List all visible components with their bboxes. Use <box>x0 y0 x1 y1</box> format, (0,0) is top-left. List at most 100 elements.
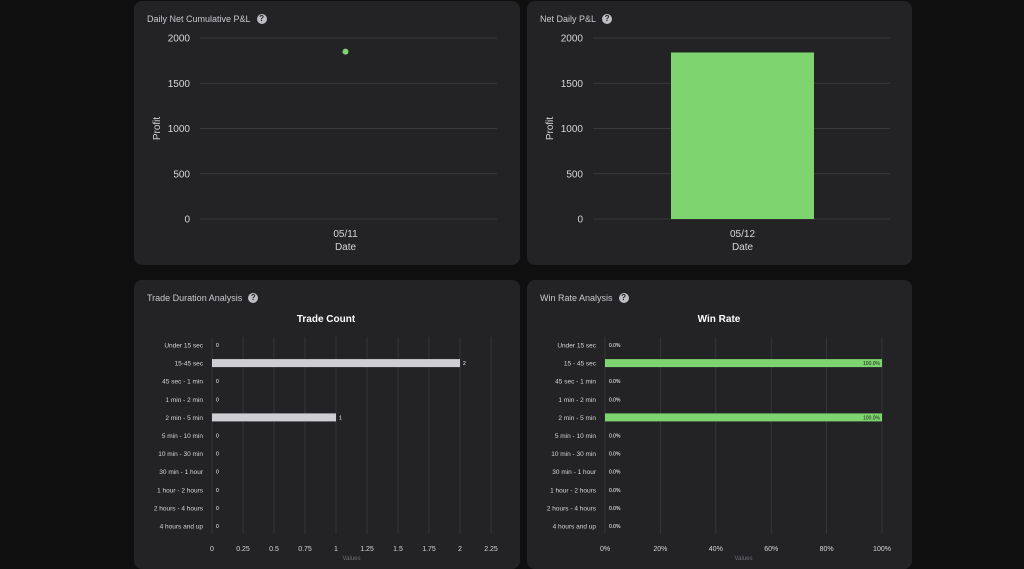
net-daily-pnl-panel: Net Daily P&L ? 0 500 1000 1500 2000 05/12 Dat… <box>527 1 912 265</box>
x-axis-label: Date <box>335 242 357 253</box>
data-label: 2 <box>463 361 466 367</box>
data-label: 0.0% <box>609 452 621 458</box>
y-tick-label: 10 min - 30 min <box>158 451 203 458</box>
data-label: 0 <box>216 434 219 440</box>
y-tick-label: 2 min - 5 min <box>558 415 596 422</box>
net-daily-pnl-title: Net Daily P&L <box>540 14 597 24</box>
data-label: 0.0% <box>609 397 621 403</box>
y-tick-label: 1 min - 2 min <box>165 397 203 404</box>
y-tick-label: 15 - 45 sec <box>564 361 597 368</box>
help-icon[interactable]: ? <box>602 14 613 24</box>
x-tick-label: 0.75 <box>298 546 312 553</box>
help-icon[interactable]: ? <box>618 293 629 303</box>
bar <box>605 413 882 422</box>
x-tick-label: 2.25 <box>484 546 498 553</box>
data-label: 1 <box>339 415 342 421</box>
y-tick-label: 4 hours and up <box>160 524 204 531</box>
data-label: 0 <box>216 470 219 476</box>
y-tick-label: 4 hours and up <box>553 524 597 531</box>
cumulative-pnl-panel: Daily Net Cumulative P&L ? 0 500 1000 1500 2… <box>134 1 520 265</box>
y-tick-label: 1 min - 2 min <box>558 397 596 404</box>
y-tick-label: 45 sec - 1 min <box>162 379 203 386</box>
data-label: 0.0% <box>609 434 621 440</box>
y-tick-label: 2 hours - 4 hours <box>547 505 597 512</box>
data-label: 0.0% <box>609 506 621 512</box>
data-label: 0 <box>216 343 219 349</box>
bar <box>671 52 814 220</box>
x-tick-label: 80% <box>820 546 834 553</box>
y-tick-label: 500 <box>173 169 190 180</box>
x-tick-label: 20% <box>653 546 667 553</box>
data-label: 0.0% <box>609 379 621 385</box>
data-label: 0 <box>216 524 219 530</box>
data-label: 0 <box>216 397 219 403</box>
y-tick-label: 2000 <box>168 34 191 45</box>
x-tick-label: 40% <box>709 546 723 553</box>
y-tick-label: 1500 <box>168 79 191 90</box>
data-label: 0.0% <box>609 488 621 494</box>
trade-count-chart: 0 0.25 0.5 0.75 1 1.25 1.5 1.75 2 2.25 Values Trade… <box>154 314 498 562</box>
y-tick-label: 45 sec - 1 min <box>555 379 596 386</box>
y-tick-label: 2000 <box>561 34 584 45</box>
data-point <box>342 48 349 55</box>
y-tick-label: 500 <box>566 169 583 180</box>
y-tick-label: Under 15 sec <box>557 343 596 350</box>
y-tick-label: 5 min - 10 min <box>555 433 597 440</box>
chart-title: Trade Count <box>297 314 356 325</box>
x-axis-label: Date <box>732 242 754 253</box>
x-tick-label: 05/11 <box>333 229 358 240</box>
data-label: 0.0% <box>609 470 621 476</box>
bar <box>605 359 882 368</box>
x-axis-label: Values <box>735 556 753 562</box>
y-tick-label: 0 <box>184 215 190 226</box>
y-axis-label: Profit <box>545 117 556 141</box>
net-daily-pnl-chart: 0 500 1000 1500 2000 05/12 Date Profit <box>545 34 890 253</box>
data-label: 0.0% <box>609 524 621 530</box>
y-tick-label: 5 min - 10 min <box>162 433 204 440</box>
bar <box>212 359 460 368</box>
x-tick-label: 60% <box>764 546 778 553</box>
cumulative-pnl-title: Daily Net Cumulative P&L <box>147 14 251 24</box>
data-label: 0 <box>216 452 219 458</box>
x-tick-label: 1.75 <box>422 546 436 553</box>
x-tick-label: 100% <box>873 546 891 553</box>
y-tick-label: 1500 <box>561 79 584 90</box>
trade-duration-panel: Trade Duration Analysis ? 0 0.25 0.5 0.75 1 1… <box>134 280 520 569</box>
data-label: 100.0% <box>863 361 881 367</box>
x-tick-label: 0% <box>600 546 610 553</box>
data-label: 0 <box>216 379 219 385</box>
data-label: 100.0% <box>863 415 881 421</box>
y-tick-label: 30 min - 1 hour <box>552 469 597 476</box>
help-icon[interactable]: ? <box>248 293 259 303</box>
bar <box>212 413 336 422</box>
x-tick-label: 2 <box>458 546 462 553</box>
data-label: 0 <box>216 488 219 494</box>
panel-title: Trade Duration Analysis ? <box>147 293 259 303</box>
y-tick-label: 15-45 sec <box>174 361 203 368</box>
y-tick-label: 1000 <box>168 124 191 135</box>
panel-title: Win Rate Analysis ? <box>540 293 629 303</box>
x-tick-label: 1.25 <box>360 546 374 553</box>
y-tick-label: 1 hour - 2 hours <box>550 487 597 494</box>
chart-title: Win Rate <box>698 314 741 325</box>
y-tick-label: 2 hours - 4 hours <box>154 505 204 512</box>
win-rate-title: Win Rate Analysis <box>540 293 613 303</box>
data-label: 0 <box>216 506 219 512</box>
y-tick-label: 1 hour - 2 hours <box>157 487 204 494</box>
x-tick-label: 0 <box>210 546 214 553</box>
y-tick-label: Under 15 sec <box>164 343 203 350</box>
y-tick-label: 2 min - 5 min <box>165 415 203 422</box>
x-tick-label: 1 <box>334 546 338 553</box>
y-tick-label: 30 min - 1 hour <box>159 469 204 476</box>
panel-title: Net Daily P&L ? <box>540 14 613 24</box>
y-tick-label: 0 <box>577 215 583 226</box>
panel-title: Daily Net Cumulative P&L ? <box>147 14 267 24</box>
cumulative-pnl-chart: 0 500 1000 1500 2000 05/11 Date Profit <box>152 34 497 253</box>
help-icon[interactable]: ? <box>256 14 267 24</box>
y-tick-label: 1000 <box>561 124 584 135</box>
x-tick-label: 0.5 <box>269 546 279 553</box>
win-rate-panel: Win Rate Analysis ? 0% 20% 40% 60% 80% 100% Va… <box>527 280 912 569</box>
trade-duration-title: Trade Duration Analysis <box>147 293 243 303</box>
x-tick-label: 1.5 <box>393 546 403 553</box>
y-axis-label: Profit <box>152 117 163 141</box>
